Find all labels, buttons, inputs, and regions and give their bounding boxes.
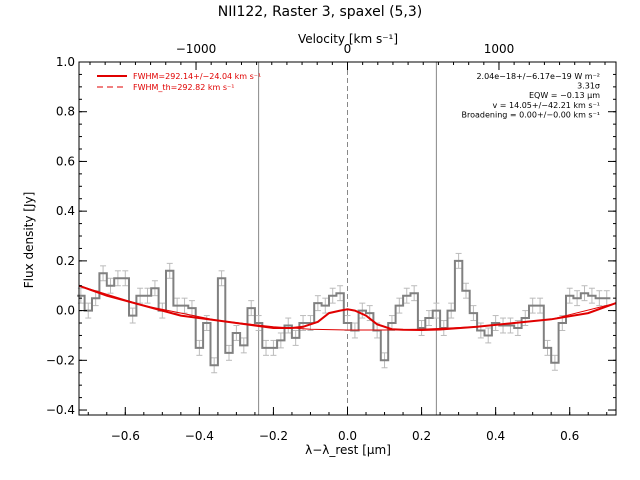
y-axis-label: Flux density [Jy] — [22, 192, 36, 289]
top-axis-label: Velocity [km s⁻¹] — [298, 32, 398, 46]
y-tick-label: 0.4 — [56, 204, 75, 218]
plot-area: −0.6 −0.4 −0.2 0.0 0.2 0.4 0.6 −0.4 −0.2 0.0 0.2 0.… — [46, 42, 617, 443]
x-tick-label: 0.2 — [412, 429, 431, 443]
x-tick-label: −0.2 — [259, 429, 288, 443]
top-tick-label: 1000 — [484, 42, 515, 56]
x-tick-label: 0.0 — [338, 429, 357, 443]
x-tick-label: 0.4 — [486, 429, 505, 443]
x-tick-label: 0.6 — [560, 429, 579, 443]
y-tick-label: 1.0 — [56, 55, 75, 69]
data-histogram — [77, 259, 611, 367]
y-tick-label: 0.6 — [56, 154, 75, 168]
chart-title: NII122, Raster 3, spaxel (5,3) — [218, 4, 423, 20]
legend-label: FWHM=292.14+/−24.04 km s⁻¹ — [133, 72, 261, 81]
baseline-fit-line — [78, 285, 617, 331]
top-tick-label: 0 — [344, 42, 352, 56]
y-tick-label: −0.4 — [46, 403, 75, 417]
x-tick-label: −0.6 — [111, 429, 140, 443]
y-tick-label: −0.2 — [46, 353, 75, 367]
annotation-text: Broadening = 0.00+/−0.00 km s⁻¹ — [462, 110, 600, 119]
x-axis-label: λ−λ_rest [μm] — [305, 443, 391, 457]
annotation-text: EQW = −0.13 μm — [529, 91, 600, 100]
annotation-text: 2.04e−18+/−6.17e−19 W m⁻² — [476, 72, 600, 81]
y-tick-label: 0.2 — [56, 254, 75, 268]
y-tick-label: 0.0 — [56, 304, 75, 318]
x-tick-label: −0.4 — [185, 429, 214, 443]
top-tick-label: −1000 — [176, 42, 217, 56]
annotation-text: v = 14.05+/−42.21 km s⁻¹ — [492, 101, 600, 110]
y-tick-label: 0.8 — [56, 105, 75, 119]
legend-label: FWHM_th=292.82 km s⁻¹ — [133, 83, 234, 92]
annotation-text: 3.31σ — [577, 82, 600, 91]
